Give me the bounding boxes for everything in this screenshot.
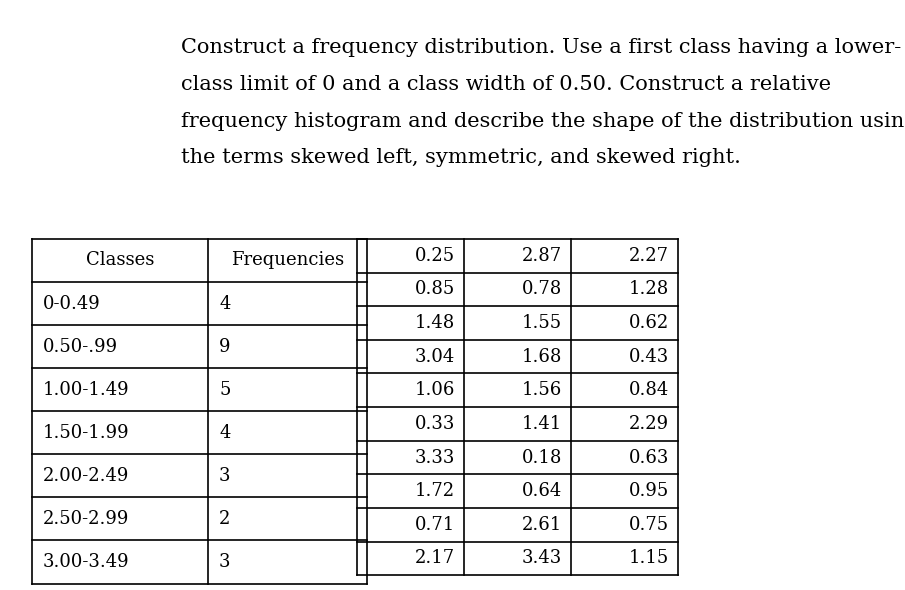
Text: 1.68: 1.68 [521,348,562,366]
Text: 0.64: 0.64 [522,482,562,500]
Text: 3.00-3.49: 3.00-3.49 [43,553,129,571]
Text: 0.75: 0.75 [629,516,669,534]
Text: 1.06: 1.06 [414,381,455,399]
Text: 1.50-1.99: 1.50-1.99 [43,424,129,442]
Text: 0.63: 0.63 [628,448,669,467]
Text: 0.85: 0.85 [415,280,455,299]
Text: 0.71: 0.71 [415,516,455,534]
Text: 4: 4 [219,294,231,313]
Text: 0.50-.99: 0.50-.99 [43,337,118,356]
Text: 1.56: 1.56 [522,381,562,399]
Text: frequency histogram and describe the shape of the distribution using: frequency histogram and describe the sha… [181,112,905,130]
Text: 0.18: 0.18 [521,448,562,467]
Text: Classes: Classes [86,251,154,270]
Text: 3.43: 3.43 [522,549,562,568]
Text: 1.00-1.49: 1.00-1.49 [43,381,129,399]
Text: 0.43: 0.43 [629,348,669,366]
Text: 0.78: 0.78 [522,280,562,299]
Text: 5: 5 [219,381,231,399]
Text: 0-0.49: 0-0.49 [43,294,100,313]
Text: 2.87: 2.87 [522,247,562,265]
Text: 2.27: 2.27 [629,247,669,265]
Text: 9: 9 [219,337,231,356]
Text: 4: 4 [219,424,231,442]
Text: class limit of 0 and a class width of 0.50. Construct a relative: class limit of 0 and a class width of 0.… [181,75,831,94]
Text: 3: 3 [219,553,231,571]
Text: 0.84: 0.84 [629,381,669,399]
Text: 2: 2 [219,510,231,528]
Text: 1.28: 1.28 [629,280,669,299]
Text: 1.48: 1.48 [415,314,455,332]
Text: Construct a frequency distribution. Use a first class having a lower-: Construct a frequency distribution. Use … [181,38,901,57]
Text: 0.33: 0.33 [414,415,455,433]
Text: 2.61: 2.61 [522,516,562,534]
Text: 3.33: 3.33 [414,448,455,467]
Text: 1.41: 1.41 [522,415,562,433]
Text: 0.95: 0.95 [629,482,669,500]
Text: 1.72: 1.72 [415,482,455,500]
Text: 1.15: 1.15 [629,549,669,568]
Text: the terms skewed left, symmetric, and skewed right.: the terms skewed left, symmetric, and sk… [181,148,741,167]
Text: 2.50-2.99: 2.50-2.99 [43,510,129,528]
Text: 0.62: 0.62 [629,314,669,332]
Text: 0.25: 0.25 [415,247,455,265]
Text: 1.55: 1.55 [522,314,562,332]
Text: 3: 3 [219,467,231,485]
Text: 2.00-2.49: 2.00-2.49 [43,467,129,485]
Text: 3.04: 3.04 [415,348,455,366]
Text: Frequencies: Frequencies [231,251,344,270]
Text: 2.29: 2.29 [629,415,669,433]
Text: 2.17: 2.17 [415,549,455,568]
